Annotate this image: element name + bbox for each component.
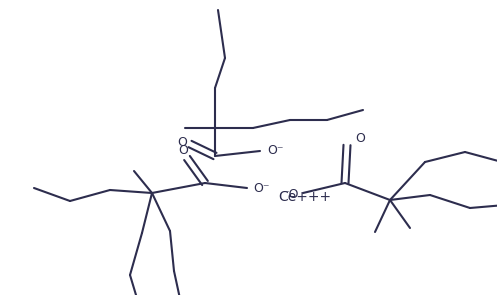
Text: O: O <box>355 132 365 145</box>
Text: O⁻: O⁻ <box>254 183 270 196</box>
Text: O: O <box>178 143 188 157</box>
Text: ⁻O: ⁻O <box>282 189 298 201</box>
Text: O⁻: O⁻ <box>267 143 283 157</box>
Text: O: O <box>177 135 187 148</box>
Text: Ce+++: Ce+++ <box>278 190 331 204</box>
